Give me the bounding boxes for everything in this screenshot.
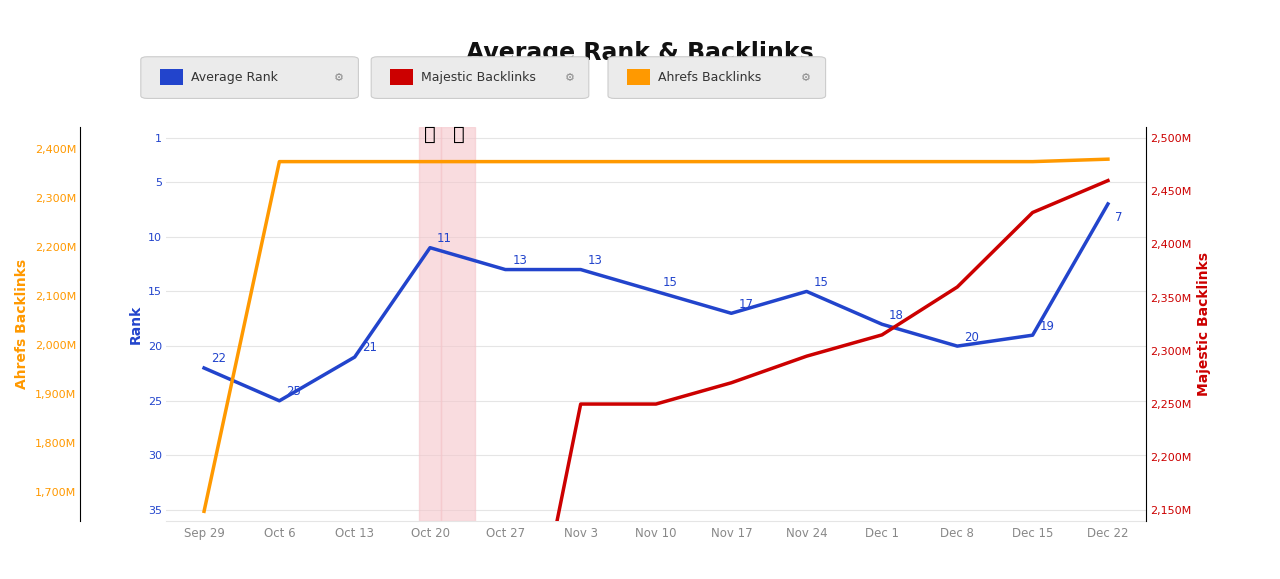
Bar (419, 127, 442, 521)
Text: Average Rank & Backlinks: Average Rank & Backlinks (466, 41, 814, 64)
Y-axis label: Rank: Rank (128, 305, 142, 344)
Text: 15: 15 (663, 276, 678, 289)
Text: 22: 22 (211, 353, 227, 365)
Y-axis label: Ahrefs Backlinks: Ahrefs Backlinks (15, 259, 29, 389)
Text: 21: 21 (362, 342, 376, 354)
Text: ⚙: ⚙ (334, 72, 344, 83)
Text: 13: 13 (588, 254, 603, 267)
Text: 11: 11 (436, 232, 452, 245)
Text: 19: 19 (1039, 320, 1055, 332)
Text: 13: 13 (512, 254, 527, 267)
Y-axis label: Majestic Backlinks: Majestic Backlinks (1197, 252, 1211, 396)
Text: 🐧: 🐧 (424, 125, 436, 144)
Bar (442, 127, 475, 521)
Text: Average Rank: Average Rank (191, 71, 278, 84)
Text: 15: 15 (814, 276, 828, 289)
Text: 25: 25 (287, 385, 301, 398)
Text: 🤠: 🤠 (453, 125, 465, 144)
Text: ⚙: ⚙ (564, 72, 575, 83)
Text: Ahrefs Backlinks: Ahrefs Backlinks (658, 71, 762, 84)
Text: ⚙: ⚙ (801, 72, 812, 83)
Text: 18: 18 (888, 309, 904, 322)
Text: 20: 20 (964, 331, 979, 343)
Text: 7: 7 (1115, 211, 1123, 223)
Text: 17: 17 (739, 298, 753, 311)
Text: Majestic Backlinks: Majestic Backlinks (421, 71, 536, 84)
